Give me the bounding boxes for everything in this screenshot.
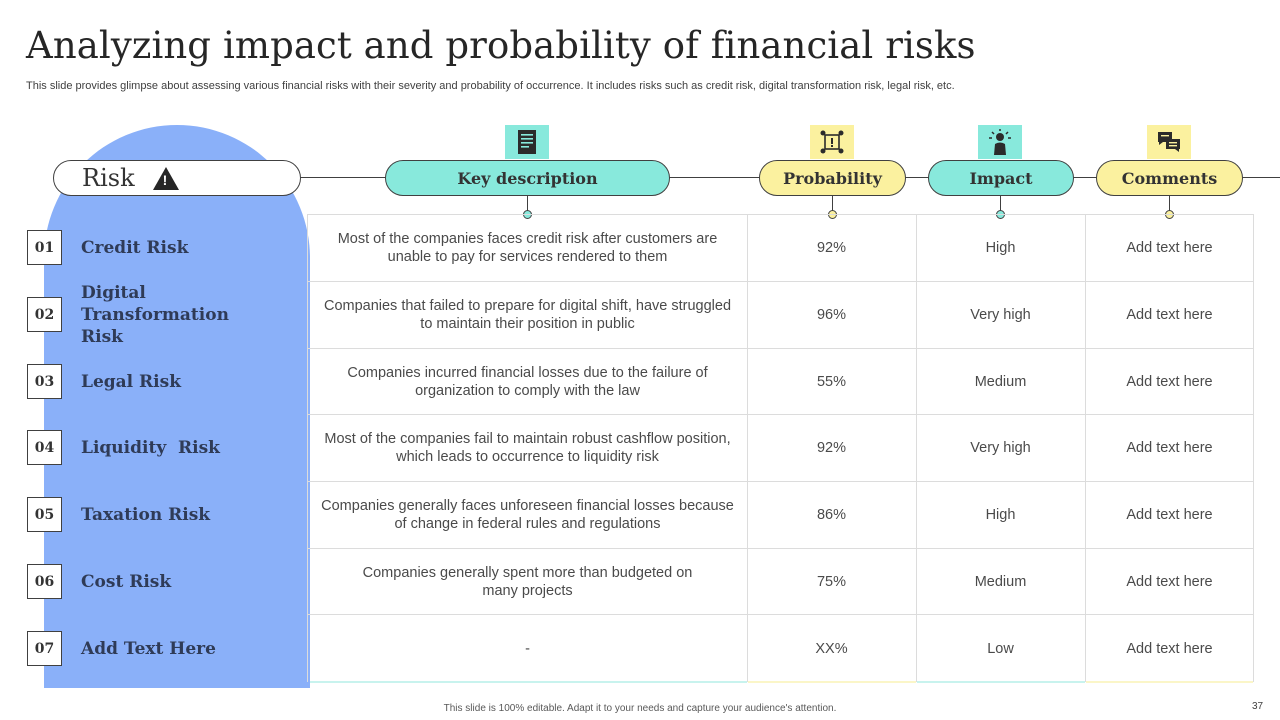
risk-description: Companies that failed to prepare for dig… (323, 297, 732, 332)
comments-bottom-accent (1086, 681, 1253, 683)
risk-impact: High (985, 239, 1016, 256)
comments-header: Comments (1096, 160, 1243, 196)
risk-description: Companies generally spent more than budg… (362, 564, 693, 599)
row-divider (307, 481, 1254, 482)
row-number: 05 (27, 497, 62, 532)
risk-comment: Add text here (1126, 373, 1213, 390)
table-divider (916, 214, 917, 682)
row-divider (307, 414, 1254, 415)
idea-person-icon (978, 125, 1022, 159)
impact-bottom-accent (917, 681, 1085, 683)
risk-impact: Low (987, 640, 1014, 657)
risk-name: Digital Transformation Risk (81, 282, 229, 347)
description-stem (527, 196, 528, 211)
row-divider (307, 348, 1254, 349)
description-bottom-accent (310, 681, 747, 683)
description-header: Key description (385, 160, 670, 196)
risk-impact: Medium (974, 573, 1027, 590)
probability-bottom-accent (748, 681, 916, 683)
footer-note: This slide is 100% editable. Adapt it to… (443, 703, 837, 714)
risk-comment: Add text here (1126, 306, 1213, 323)
probability-stem (832, 196, 833, 211)
warning-icon: ! (152, 166, 179, 190)
impact-header: Impact (928, 160, 1074, 196)
risk-name: Legal Risk (81, 371, 181, 392)
risk-description: - (525, 640, 530, 657)
risk-probability: 75% (816, 573, 847, 590)
risk-probability: 92% (816, 239, 847, 256)
risk-name: Credit Risk (81, 237, 189, 258)
table-divider (1085, 214, 1086, 682)
risk-name: Taxation Risk (81, 504, 211, 525)
row-divider (307, 614, 1254, 615)
risk-comment: Add text here (1126, 439, 1213, 456)
risk-name: Liquidity Risk (81, 437, 220, 458)
chat-bubbles-icon (1147, 125, 1191, 159)
probability-header: Probability (759, 160, 906, 196)
row-number: 01 (27, 230, 62, 265)
row-number: 04 (27, 430, 62, 465)
risk-impact: Very high (970, 439, 1031, 456)
table-divider (307, 214, 308, 682)
page-number: 37 (1252, 701, 1264, 712)
risk-comment: Add text here (1126, 640, 1213, 657)
risk-comment: Add text here (1126, 573, 1213, 590)
risk-impact: High (985, 506, 1016, 523)
risk-probability: 55% (816, 373, 847, 390)
risk-description: Companies generally faces unforeseen fin… (321, 497, 734, 532)
risk-table (307, 214, 1254, 682)
risk-probability: XX% (815, 640, 848, 657)
risk-header: Risk ! (53, 160, 301, 196)
row-number: 06 (27, 564, 62, 599)
page-subtitle: This slide provides glimpse about assess… (26, 80, 955, 92)
risk-name: Add Text Here (81, 638, 216, 659)
warning-icon-symbol: ! (162, 171, 168, 188)
row-number: 03 (27, 364, 62, 399)
risk-name: Cost Risk (81, 571, 172, 592)
risk-comment: Add text here (1126, 506, 1213, 523)
table-divider (1253, 214, 1254, 682)
risk-description: Companies incurred financial losses due … (347, 364, 708, 399)
risk-probability: 86% (816, 506, 847, 523)
row-divider (307, 281, 1254, 282)
row-divider (307, 548, 1254, 549)
risk-comment: Add text here (1126, 239, 1213, 256)
row-number: 02 (27, 297, 62, 332)
comments-stem (1169, 196, 1170, 211)
risk-description: Most of the companies faces credit risk … (337, 230, 718, 265)
impact-stem (1000, 196, 1001, 211)
alert-network-icon (810, 125, 854, 159)
risk-probability: 96% (816, 306, 847, 323)
risk-impact: Medium (974, 373, 1027, 390)
document-icon (505, 125, 549, 159)
table-divider (747, 214, 748, 682)
risk-header-label: Risk (82, 164, 135, 192)
risk-column-background (44, 125, 310, 688)
risk-description: Most of the companies fail to maintain r… (324, 430, 731, 465)
risk-impact: Very high (970, 306, 1031, 323)
page-title: Analyzing impact and probability of fina… (26, 24, 976, 67)
row-number: 07 (27, 631, 62, 666)
risk-probability: 92% (816, 439, 847, 456)
